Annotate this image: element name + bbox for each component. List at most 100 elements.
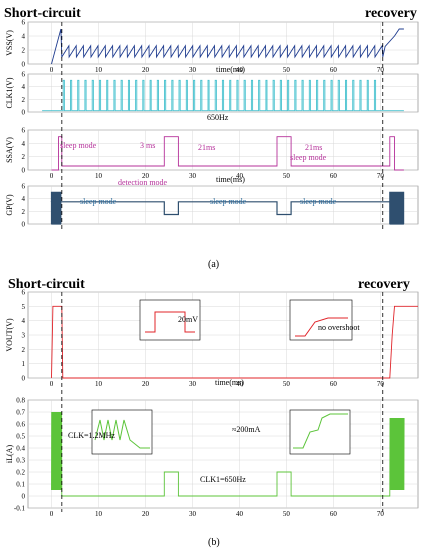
ytick-il: 0.4 <box>16 445 25 453</box>
panel-b-time-label: time(ms) <box>215 378 244 387</box>
series-ssa <box>51 136 404 171</box>
interval-label-2: 21ms <box>305 143 322 152</box>
inset-il-trace-1 <box>94 419 150 449</box>
xtick-vout: 70 <box>377 380 385 388</box>
inset-il-zoom-2 <box>289 409 351 455</box>
ytick-ssa: 4 <box>22 140 26 148</box>
xtick-vss: 10 <box>95 66 103 74</box>
xtick-vout: 10 <box>95 380 103 388</box>
series-vss <box>51 28 404 65</box>
xtick-vout: 60 <box>330 380 338 388</box>
xtick-vss: 50 <box>283 66 291 74</box>
xtick-vss: 70 <box>377 66 385 74</box>
no-overshoot-label: no overshoot <box>318 323 360 332</box>
ytick-ssa: 0 <box>22 167 26 175</box>
ytick-vout: 0 <box>22 375 26 383</box>
panel-b-caption: (b) <box>208 537 220 548</box>
gp-sleep-mode-label-1: sleep mode <box>80 197 117 206</box>
xtick-il: 50 <box>283 510 291 518</box>
xtick-il: 20 <box>142 510 150 518</box>
ytick-vss: 0 <box>22 61 26 69</box>
panel-a-caption: (a) <box>208 259 219 270</box>
ytick-gp: 0 <box>22 221 26 229</box>
ssa-sleep-mode-label: sleep mode <box>60 141 97 150</box>
inset-vout-trace-1 <box>145 311 195 333</box>
series-clk1 <box>42 79 404 112</box>
xtick-ssa: 50 <box>283 172 291 180</box>
ytick-gp: 2 <box>22 208 26 216</box>
xtick-vss: 20 <box>142 66 150 74</box>
ytick-vout: 1 <box>22 360 26 368</box>
ytick-ssa: 2 <box>22 153 26 161</box>
xtick-il: 30 <box>189 510 197 518</box>
ytick-vss: 6 <box>22 19 26 27</box>
xtick-il: 0 <box>50 510 54 518</box>
frame-il <box>27 399 419 509</box>
ylabel-vss: VSS(V) <box>5 30 14 56</box>
ylabel-ssa: SSA(V) <box>5 137 14 163</box>
ytick-il: 0.5 <box>16 433 25 441</box>
detect-duration-label: 3 ms <box>140 141 155 150</box>
ytick-vss: 4 <box>22 33 26 41</box>
panel-b-title-short-circuit: Short-circuit <box>8 277 85 292</box>
panel-a-time-label-3: time(ms) <box>216 175 245 184</box>
panel-a-title-short-circuit: Short-circuit <box>4 6 81 21</box>
xtick-vss: 30 <box>189 66 197 74</box>
ytick-clk1: 0 <box>22 109 26 117</box>
ylabel-il: iL(A) <box>5 445 14 464</box>
ylabel-vout: VOUT(V) <box>5 318 14 352</box>
xtick-ssa: 70 <box>377 172 385 180</box>
ytick-il: 0.1 <box>16 481 25 489</box>
frame-vss <box>27 21 419 65</box>
ytick-il: -0.1 <box>14 505 26 513</box>
ytick-gp: 6 <box>22 183 26 191</box>
xtick-ssa: 10 <box>95 172 103 180</box>
xtick-ssa: 60 <box>330 172 338 180</box>
xtick-ssa: 40 <box>236 172 244 180</box>
ssa-sleep-mode-label-2: sleep mode <box>290 153 327 162</box>
series-lines <box>42 28 418 497</box>
ytick-clk1: 4 <box>22 83 26 91</box>
xtick-ssa: 0 <box>50 172 54 180</box>
xtick-vout: 40 <box>236 380 244 388</box>
panel-b-title-recovery: recovery <box>358 277 410 292</box>
ytick-vss: 2 <box>22 47 26 55</box>
panel-a-time-label-1: time(ms) <box>216 65 245 74</box>
series-il <box>51 411 405 497</box>
xtick-il: 40 <box>236 510 244 518</box>
ytick-ssa: 6 <box>22 127 26 135</box>
frame-ssa <box>27 129 419 171</box>
ytick-il: 0 <box>22 493 26 501</box>
ytick-il: 0.2 <box>16 469 25 477</box>
series-vout <box>51 305 418 379</box>
ylabel-clk1: CLK1(V) <box>5 77 14 108</box>
detection-mode-label: detection mode <box>118 178 168 187</box>
xtick-vss: 60 <box>330 66 338 74</box>
ytick-gp: 4 <box>22 195 26 203</box>
inset-vout-zoom-1 <box>139 299 201 341</box>
ytick-vout: 4 <box>22 317 26 325</box>
xtick-ssa: 30 <box>189 172 197 180</box>
xtick-ssa: 20 <box>142 172 150 180</box>
ytick-vout: 5 <box>22 303 26 311</box>
ylabel-gp: GP(V) <box>5 194 14 216</box>
xtick-vss: 0 <box>50 66 54 74</box>
ytick-il: 0.6 <box>16 421 25 429</box>
xtick-vout: 0 <box>50 380 54 388</box>
interval-label-1: 21ms <box>198 143 215 152</box>
ytick-il: 0.8 <box>16 397 25 405</box>
clk-1-2mhz-label: CLK=1.2MHz <box>68 431 115 440</box>
series-gp <box>50 191 405 225</box>
xtick-vout: 20 <box>142 380 150 388</box>
gp-sleep-mode-label-2: sleep mode <box>210 197 247 206</box>
dashed-markers <box>61 22 384 512</box>
ytick-clk1: 2 <box>22 96 26 104</box>
xtick-vout: 50 <box>283 380 291 388</box>
clk-frequency-label: 650Hz <box>207 113 229 122</box>
inset-vout-zoom-2 <box>289 299 353 341</box>
approx-200ma-label: ≈200mA <box>232 425 261 434</box>
xtick-vout: 30 <box>189 380 197 388</box>
ytick-vout: 6 <box>22 289 26 297</box>
